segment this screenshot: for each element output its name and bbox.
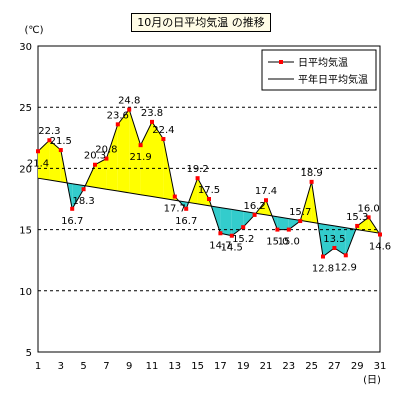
- data-label: 16.7: [61, 216, 83, 227]
- data-label: 22.4: [152, 125, 174, 136]
- x-tick-label: 31: [374, 361, 387, 372]
- x-tick-label: 11: [146, 361, 159, 372]
- data-point: [344, 253, 348, 257]
- data-point: [378, 232, 382, 236]
- x-tick-label: 17: [214, 361, 227, 372]
- data-label: 23.6: [107, 110, 129, 121]
- y-tick-label: 10: [19, 287, 32, 298]
- data-label: 20.8: [95, 145, 117, 156]
- data-label: 16.0: [357, 203, 379, 214]
- data-point: [332, 246, 336, 250]
- data-point: [275, 228, 279, 232]
- y-tick-label: 15: [19, 226, 32, 237]
- x-tick-label: 27: [328, 361, 341, 372]
- data-label: 16.2: [243, 201, 265, 212]
- data-label: 19.2: [186, 164, 208, 175]
- data-label: 17.7: [164, 204, 186, 215]
- data-point: [241, 225, 245, 229]
- data-point: [93, 163, 97, 167]
- data-label: 16.7: [175, 216, 197, 227]
- data-point: [287, 228, 291, 232]
- x-tick-label: 29: [351, 361, 364, 372]
- data-point: [36, 149, 40, 153]
- x-tick-label: 5: [80, 361, 86, 372]
- data-point: [355, 224, 359, 228]
- data-point: [298, 219, 302, 223]
- data-label: 18.9: [300, 168, 322, 179]
- x-tick-label: 7: [103, 361, 109, 372]
- data-label: 15.7: [289, 207, 311, 218]
- data-point: [161, 137, 165, 141]
- x-tick-label: 9: [126, 361, 132, 372]
- data-point: [173, 195, 177, 199]
- x-tick-label: 25: [305, 361, 318, 372]
- legend-swatch-daily-marker: [279, 60, 283, 64]
- x-tick-label: 15: [191, 361, 204, 372]
- data-label: 18.3: [72, 196, 94, 207]
- data-point: [70, 207, 74, 211]
- data-label: 21.9: [129, 152, 151, 163]
- x-tick-label: 13: [168, 361, 181, 372]
- legend-label: 日平均気温: [298, 56, 348, 69]
- y-tick-label: 5: [26, 348, 32, 359]
- data-point: [59, 148, 63, 152]
- x-tick-label: 3: [58, 361, 64, 372]
- x-tick-label: 19: [237, 361, 250, 372]
- data-point: [310, 180, 314, 184]
- data-label: 12.8: [312, 264, 334, 275]
- data-label: 24.8: [118, 96, 140, 107]
- legend-label: 平年日平均気温: [298, 73, 368, 86]
- data-point: [196, 176, 200, 180]
- x-axis-unit: (日): [363, 375, 381, 386]
- data-label: 15.0: [278, 237, 300, 248]
- x-tick-label: 1: [35, 361, 41, 372]
- data-label: 14.6: [369, 241, 391, 252]
- data-label: 15.2: [232, 234, 254, 245]
- chart-title: 10月の日平均気温 の推移: [131, 13, 271, 32]
- data-point: [321, 255, 325, 259]
- data-label: 21.5: [50, 136, 72, 147]
- y-tick-label: 30: [19, 42, 32, 53]
- data-label: 17.5: [198, 185, 220, 196]
- data-point: [82, 187, 86, 191]
- data-label: 13.5: [323, 234, 345, 245]
- y-axis-unit: (℃): [24, 25, 43, 36]
- x-tick-label: 21: [260, 361, 273, 372]
- x-tick-label: 23: [282, 361, 295, 372]
- data-point: [150, 120, 154, 124]
- data-label: 17.4: [255, 186, 277, 197]
- data-point: [253, 213, 257, 217]
- y-tick-label: 25: [19, 103, 32, 114]
- data-point: [207, 197, 211, 201]
- data-point: [139, 143, 143, 147]
- data-point: [218, 231, 222, 235]
- data-label: 12.9: [335, 262, 357, 273]
- y-tick-label: 20: [19, 164, 32, 175]
- data-point: [116, 122, 120, 126]
- data-label: 23.8: [141, 108, 163, 119]
